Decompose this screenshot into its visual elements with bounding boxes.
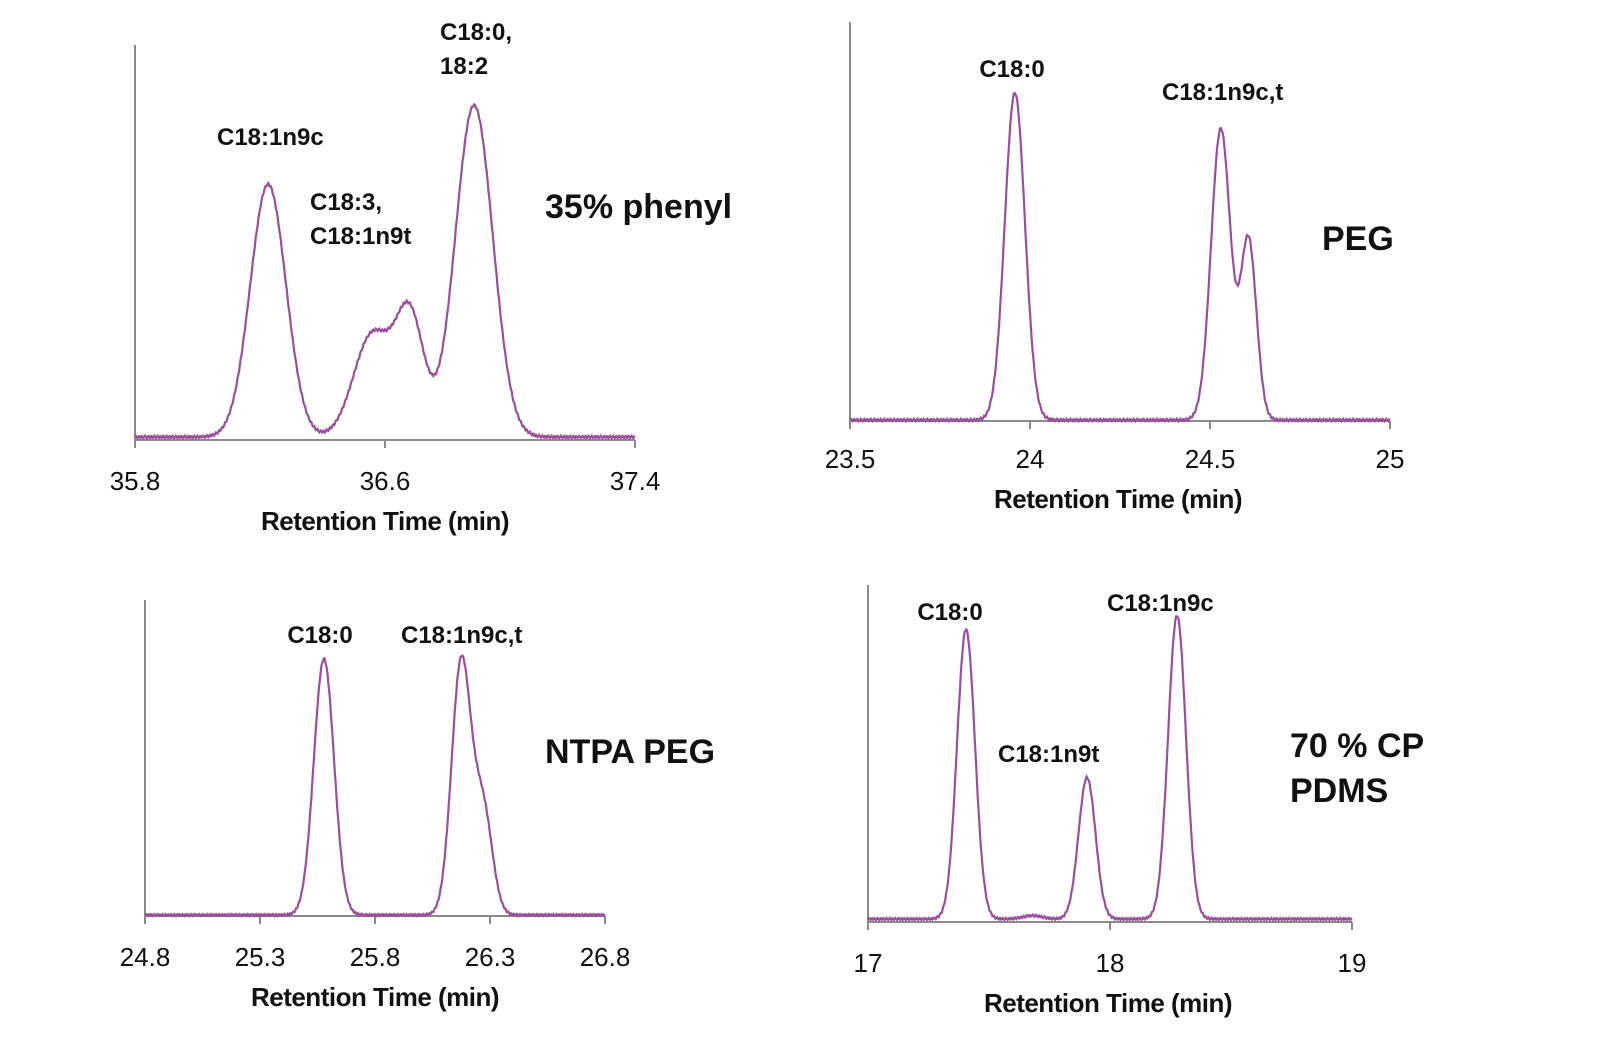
peak-label: C18:1n9c	[217, 124, 324, 151]
x-tick-label: 36.6	[360, 466, 411, 496]
peak-label: C18:3,	[310, 189, 382, 216]
x-axis-title: Retention Time (min)	[994, 484, 1242, 514]
peak-label: C18:0	[287, 622, 352, 649]
x-axis-title: Retention Time (min)	[261, 506, 509, 536]
panel-label: 35% phenyl	[545, 188, 732, 226]
chromatogram-trace	[144, 654, 606, 918]
panel-ntpa-peg: C18:0 C18:1n9c,t NTPA PEG Retention Time…	[120, 600, 715, 1012]
x-tick-label: 18	[1096, 948, 1125, 978]
panel-label: PDMS	[1290, 772, 1388, 810]
peak-label: C18:1n9t	[310, 223, 411, 250]
x-axis-title: Retention Time (min)	[251, 982, 499, 1012]
x-tick-label: 19	[1338, 948, 1367, 978]
peak-label: C18:1n9c,t	[1162, 79, 1283, 106]
chromatogram-trace	[849, 91, 1391, 424]
x-tick-label: 26.3	[465, 942, 516, 972]
x-tick-label: 23.5	[825, 444, 876, 474]
x-tick-label: 24	[1016, 444, 1045, 474]
x-tick-label: 25	[1376, 444, 1405, 474]
panel-35-phenyl: C18:0, 18:2 C18:1n9c C18:3, C18:1n9t 35%…	[110, 19, 732, 536]
x-tick-label: 25.3	[235, 942, 286, 972]
peak-label: C18:0	[979, 56, 1044, 83]
peak-label: C18:0	[917, 599, 982, 626]
panel-label: PEG	[1322, 220, 1394, 258]
chromatogram-trace	[867, 615, 1353, 922]
peak-label: C18:1n9c,t	[401, 622, 522, 649]
panel-label: NTPA PEG	[545, 733, 715, 771]
panel-70-cp-pdms: C18:0 C18:1n9t C18:1n9c 70 % CP PDMS Ret…	[854, 585, 1424, 1018]
peak-label: C18:1n9c	[1107, 590, 1214, 617]
x-tick-label: 24.5	[1185, 444, 1236, 474]
peak-label: C18:0,	[440, 19, 512, 46]
x-tick-label: 26.8	[580, 942, 631, 972]
x-axis-title: Retention Time (min)	[984, 988, 1232, 1018]
peak-label: C18:1n9t	[998, 741, 1099, 768]
peak-label: 18:2	[440, 53, 488, 80]
panel-label: 70 % CP	[1290, 727, 1424, 765]
chromatogram-trace	[134, 102, 636, 441]
x-tick-label: 24.8	[120, 942, 171, 972]
x-tick-label: 37.4	[610, 466, 661, 496]
x-tick-label: 35.8	[110, 466, 161, 496]
x-tick-label: 17	[854, 948, 883, 978]
panel-peg: C18:0 C18:1n9c,t PEG Retention Time (min…	[825, 22, 1405, 514]
x-tick-label: 25.8	[350, 942, 401, 972]
